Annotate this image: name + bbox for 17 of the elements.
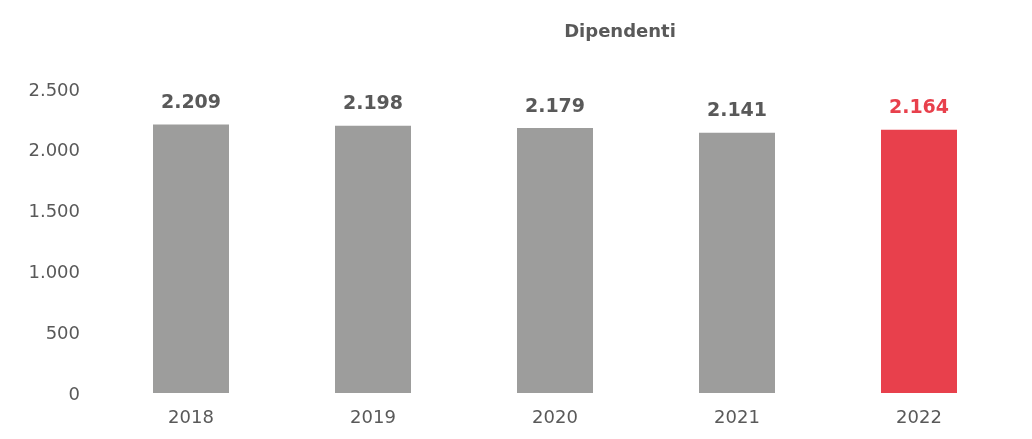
data-label: 2.209	[160, 89, 222, 112]
x-tick-label: 2021	[714, 405, 760, 427]
data-label: 2.198	[342, 91, 404, 114]
x-tick-label: 2018	[168, 405, 214, 427]
data-label: 2.179	[524, 93, 586, 116]
x-tick-label: 2020	[532, 405, 578, 427]
y-tick-label: 2.500	[28, 78, 80, 100]
x-tick-label: 2019	[350, 405, 396, 427]
y-tick-label: 2.000	[28, 139, 80, 161]
y-tick-label: 500	[45, 321, 80, 343]
y-tick-label: 0	[68, 382, 80, 404]
x-tick-label: 2022	[896, 405, 942, 427]
y-tick-label: 1.000	[28, 260, 80, 282]
chart-title: Dipendenti	[564, 19, 676, 41]
data-label: 2.141	[706, 98, 768, 121]
data-label: 2.164	[888, 95, 950, 118]
y-tick-label: 1.500	[28, 200, 80, 222]
